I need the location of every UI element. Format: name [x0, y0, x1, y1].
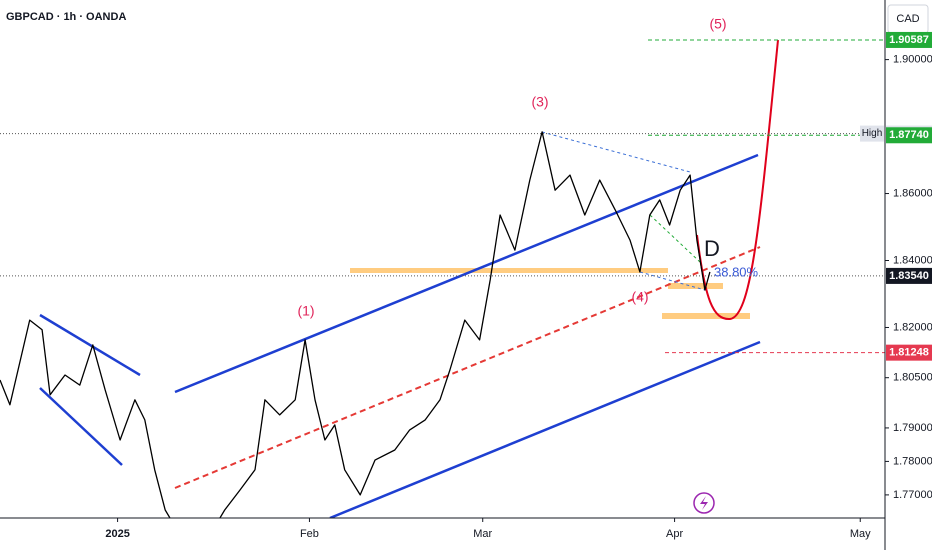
zone [350, 268, 668, 273]
wave-label: (1) [297, 303, 314, 319]
y-tick-label: 1.90000 [893, 54, 932, 66]
trend-line [174, 246, 761, 489]
y-tick-label: 1.78000 [893, 455, 932, 467]
level-label: 1.90587 [889, 34, 929, 46]
x-tick-label: May [850, 528, 871, 540]
x-tick-label: 2025 [105, 528, 129, 540]
channel-line [329, 340, 761, 518]
y-tick-label: 1.80500 [893, 372, 932, 384]
wave-label: (3) [531, 94, 548, 110]
y-tick-label: 1.77000 [893, 489, 932, 501]
chart-title: GBPCAD · 1h · OANDA [6, 11, 126, 23]
fib-label: 38.80% [714, 264, 759, 279]
level-tag-box [860, 125, 884, 142]
x-tick-label: Apr [666, 528, 683, 540]
y-tick-label: 1.82000 [893, 321, 932, 333]
y-tick-label: 1.86000 [893, 187, 932, 199]
fib-line [649, 214, 701, 263]
level-box [886, 344, 932, 361]
level-label: 1.83540 [889, 270, 929, 282]
x-tick-label: Feb [300, 528, 319, 540]
level-tag: High [862, 128, 883, 139]
currency: CAD [896, 13, 919, 25]
fib-line [541, 131, 691, 173]
x-tick-label: Mar [473, 528, 492, 540]
zone [668, 283, 723, 289]
channel-line [174, 153, 759, 394]
wave-label: (5) [709, 16, 726, 32]
y-tick-label: 1.79000 [893, 422, 932, 434]
channel-line [39, 313, 141, 377]
point-label: D [704, 236, 720, 261]
level-label: 1.87740 [889, 129, 929, 141]
zone [662, 313, 750, 319]
event-icon [700, 496, 708, 510]
event-icon[interactable] [693, 492, 715, 514]
level-label: 1.81248 [889, 347, 929, 359]
wave-label: (4) [631, 289, 648, 305]
level-box [886, 267, 932, 284]
level-box [886, 127, 932, 144]
level-box [886, 31, 932, 48]
price-line [0, 131, 711, 518]
fib-line [639, 271, 706, 291]
projection [696, 39, 779, 321]
plot-area [0, 39, 885, 518]
channel-line [39, 387, 123, 466]
y-tick-label: 1.84000 [893, 254, 932, 266]
